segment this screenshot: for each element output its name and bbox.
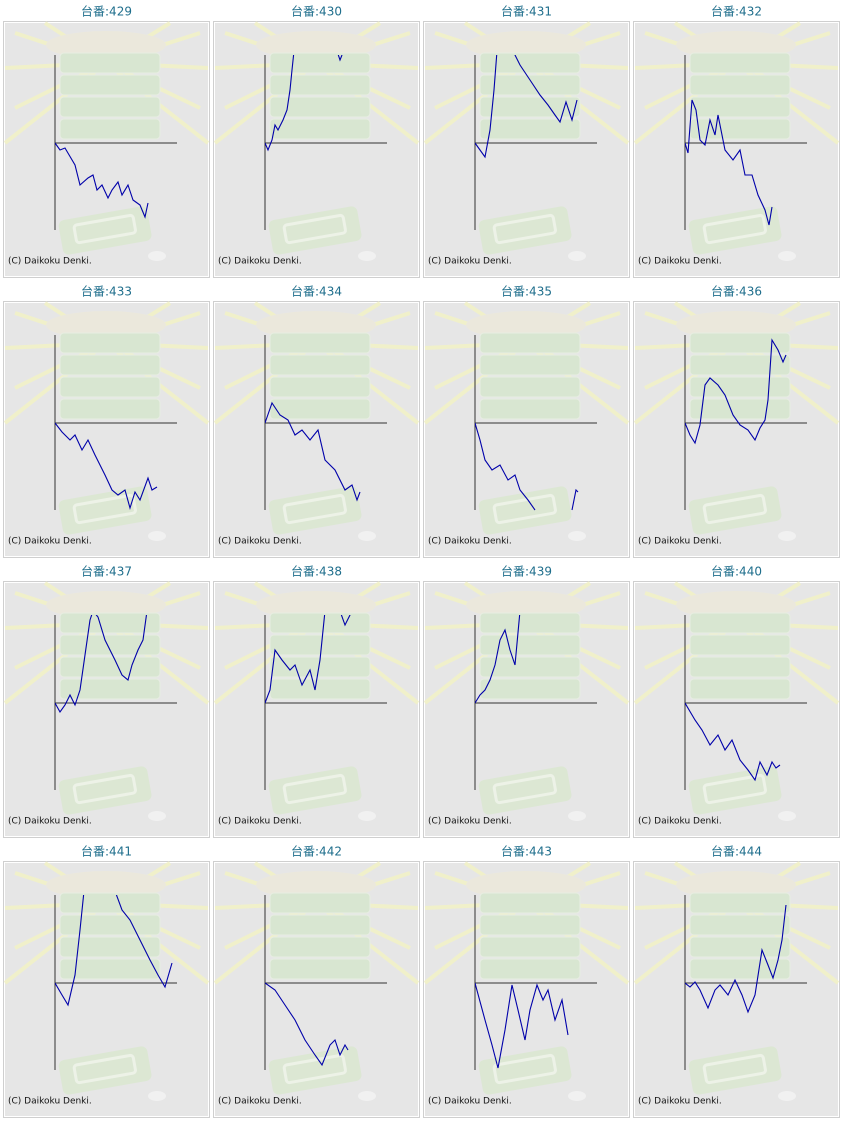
copyright: (C) Daikoku Denki. bbox=[8, 257, 92, 267]
copyright: (C) Daikoku Denki. bbox=[218, 817, 302, 827]
chart-panel: 台番:436 (C) Daikoku Denki. bbox=[633, 284, 840, 558]
copyright: (C) Daikoku Denki. bbox=[8, 537, 92, 547]
data-line bbox=[55, 615, 148, 714]
copyright: (C) Daikoku Denki. bbox=[8, 1097, 92, 1107]
data-line bbox=[685, 99, 773, 226]
chart-panel: 台番:431 (C) Daikoku Denki. bbox=[423, 4, 630, 278]
chart-panel: 台番:430 (C) Daikoku Denki. bbox=[213, 4, 420, 278]
data-line bbox=[265, 982, 349, 1067]
data-line bbox=[475, 422, 579, 511]
data-line bbox=[685, 904, 787, 1014]
chart-title: 台番:442 bbox=[291, 844, 342, 859]
data-line bbox=[265, 615, 351, 704]
chart-title: 台番:443 bbox=[501, 844, 552, 859]
data-line bbox=[265, 401, 361, 502]
data-line bbox=[265, 55, 343, 152]
chart-title: 台番:438 bbox=[291, 564, 342, 579]
data-line bbox=[55, 422, 158, 510]
chart-title: 台番:430 bbox=[291, 4, 342, 19]
copyright: (C) Daikoku Denki. bbox=[428, 817, 512, 827]
chart-title: 台番:444 bbox=[711, 844, 762, 859]
chart-title: 台番:437 bbox=[81, 564, 132, 579]
copyright: (C) Daikoku Denki. bbox=[8, 817, 92, 827]
chart-title: 台番:436 bbox=[711, 284, 762, 299]
chart-panel: 台番:433 (C) Daikoku Denki. bbox=[3, 284, 210, 558]
chart-title: 台番:431 bbox=[501, 4, 552, 19]
chart-panel: 台番:434 (C) Daikoku Denki. bbox=[213, 284, 420, 558]
chart-panel: 台番:439 (C) Daikoku Denki. bbox=[423, 564, 630, 838]
data-line bbox=[55, 142, 149, 219]
chart-title: 台番:440 bbox=[711, 564, 762, 579]
copyright: (C) Daikoku Denki. bbox=[638, 817, 722, 827]
data-line bbox=[475, 55, 578, 159]
data-line bbox=[55, 895, 173, 1007]
chart-panel: 台番:441 (C) Daikoku Denki. bbox=[3, 844, 210, 1118]
chart-panel: 台番:435 (C) Daikoku Denki. bbox=[423, 284, 630, 558]
chart-title: 台番:433 bbox=[81, 284, 132, 299]
copyright: (C) Daikoku Denki. bbox=[428, 257, 512, 267]
copyright: (C) Daikoku Denki. bbox=[218, 1097, 302, 1107]
chart-title: 台番:435 bbox=[501, 284, 552, 299]
copyright: (C) Daikoku Denki. bbox=[218, 257, 302, 267]
chart-panel: 台番:438 (C) Daikoku Denki. bbox=[213, 564, 420, 838]
chart-title: 台番:432 bbox=[711, 4, 762, 19]
chart-panel: 台番:440 (C) Daikoku Denki. bbox=[633, 564, 840, 838]
chart-panel: 台番:429 (C) Daikoku Denki. bbox=[3, 4, 210, 278]
copyright: (C) Daikoku Denki. bbox=[638, 257, 722, 267]
chart-panel: 台番:443 (C) Daikoku Denki. bbox=[423, 844, 630, 1118]
chart-panel: 台番:437 (C) Daikoku Denki. bbox=[3, 564, 210, 838]
copyright: (C) Daikoku Denki. bbox=[638, 1097, 722, 1107]
copyright: (C) Daikoku Denki. bbox=[218, 537, 302, 547]
copyright: (C) Daikoku Denki. bbox=[638, 537, 722, 547]
data-line bbox=[475, 615, 521, 704]
copyright: (C) Daikoku Denki. bbox=[428, 1097, 512, 1107]
chart-title: 台番:439 bbox=[501, 564, 552, 579]
data-line bbox=[685, 338, 787, 445]
chart-panel: 台番:432 (C) Daikoku Denki. bbox=[633, 4, 840, 278]
chart-title: 台番:441 bbox=[81, 844, 132, 859]
chart-panel: 台番:444 (C) Daikoku Denki. bbox=[633, 844, 840, 1118]
copyright: (C) Daikoku Denki. bbox=[428, 537, 512, 547]
chart-panel: 台番:442 (C) Daikoku Denki. bbox=[213, 844, 420, 1118]
data-line bbox=[685, 702, 781, 782]
data-line bbox=[475, 982, 569, 1069]
chart-title: 台番:429 bbox=[81, 4, 132, 19]
chart-title: 台番:434 bbox=[291, 284, 342, 299]
